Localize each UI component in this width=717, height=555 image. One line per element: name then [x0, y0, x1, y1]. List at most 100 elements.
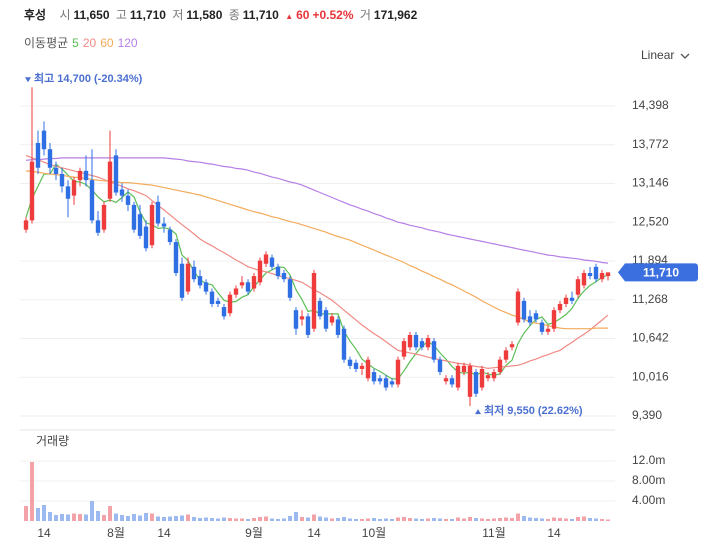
volume-bar: [246, 519, 250, 521]
candle-body: [407, 334, 413, 348]
volume-bar: [468, 517, 472, 521]
x-tick-label: 11월: [482, 526, 506, 540]
candle-body: [521, 300, 527, 320]
label: 거: [359, 8, 371, 22]
min-annotation: 최저 9,550 (22.62%): [484, 403, 583, 417]
volume-bar: [216, 518, 220, 521]
volume-bar: [354, 519, 358, 521]
candle-body: [197, 276, 203, 286]
candle-body: [353, 362, 359, 369]
volume-bar: [162, 517, 166, 521]
candle-body: [119, 189, 125, 196]
legend-entry[interactable]: 120: [117, 36, 138, 50]
volume-bar: [66, 514, 70, 521]
candle-body: [527, 316, 533, 323]
volume-bar: [156, 516, 160, 521]
candle-body: [95, 220, 101, 233]
y-tick-label: 12,520: [632, 214, 669, 228]
candle-body: [317, 300, 323, 317]
legend-entry[interactable]: 20: [82, 36, 97, 50]
volume-bar: [24, 506, 28, 521]
volume-bar: [288, 516, 292, 521]
y-tick-label: 10,642: [632, 331, 669, 345]
max-marker: [25, 77, 31, 83]
label: 고: [115, 8, 127, 22]
volume-bar: [390, 519, 394, 521]
candle-body: [227, 294, 233, 314]
volume-bar: [324, 517, 328, 521]
legend: 이동평균 5 20 60 120: [24, 34, 142, 51]
volume-bar: [192, 517, 196, 521]
stock-name: 후성: [24, 8, 47, 22]
candle-body: [251, 276, 257, 289]
volume-bar: [480, 518, 484, 521]
candle-body: [455, 365, 461, 388]
volume-bar: [72, 513, 76, 521]
volume-bar: [552, 517, 556, 521]
x-tick-label: 10월: [362, 526, 386, 540]
volume-bar: [258, 517, 262, 521]
x-tick-label: 14: [547, 526, 561, 540]
candle-body: [341, 328, 347, 360]
candle-body: [149, 204, 155, 246]
volume-bar: [504, 517, 508, 521]
candle-body: [113, 155, 119, 193]
label: 시: [59, 8, 71, 22]
volume-bar: [606, 519, 610, 521]
candle-body: [155, 201, 161, 224]
candle-body: [185, 263, 191, 292]
volume-bar: [204, 517, 208, 521]
volume-bar: [318, 516, 322, 521]
volume-bar: [180, 515, 184, 521]
candle-body: [257, 260, 263, 283]
x-tick-label: 9월: [245, 526, 263, 540]
candle-body: [461, 365, 467, 373]
volume-bar: [138, 515, 142, 521]
candle-body: [569, 297, 575, 301]
volume-bar: [498, 518, 502, 521]
legend-entry[interactable]: 60: [100, 36, 114, 50]
volume-bar: [126, 516, 130, 521]
volume-bar: [360, 519, 364, 521]
volume-bar: [438, 518, 442, 521]
volume-bar: [594, 518, 598, 521]
volume-bar: [510, 518, 514, 521]
volume-bar: [528, 517, 532, 521]
candle-body: [581, 273, 587, 286]
candle-body: [563, 297, 569, 304]
candle-body: [215, 300, 221, 304]
volume-bar: [414, 518, 418, 521]
moving-average-line: [25, 157, 609, 264]
candle-body: [209, 291, 215, 304]
candle-body: [101, 204, 107, 230]
volume-bar: [114, 513, 118, 521]
y-tick-label: 13,146: [632, 176, 669, 190]
y-tick-label: 13,772: [632, 137, 669, 151]
volume-tick-label: 12.0m: [632, 453, 665, 467]
candle-body: [515, 291, 521, 323]
volume-bar: [132, 514, 136, 521]
moving-average-line: [25, 163, 609, 380]
candle-body: [413, 334, 419, 348]
candle-body: [305, 316, 311, 335]
volume-bar: [30, 462, 34, 521]
scale-selector[interactable]: Linear: [641, 48, 674, 62]
candle-body: [485, 375, 491, 379]
candle-body: [263, 254, 269, 264]
candle-body: [167, 229, 173, 243]
dropdown-icon[interactable]: [680, 53, 690, 59]
candle-body: [371, 372, 377, 382]
volume-bar: [336, 518, 340, 521]
candle-body: [539, 322, 545, 332]
candle-body: [437, 359, 443, 373]
volume-bar: [486, 519, 490, 521]
candle-body: [269, 257, 275, 267]
volume-bar: [42, 505, 46, 521]
volume-bar: [234, 518, 238, 521]
x-tick-label: 14: [307, 526, 321, 540]
legend-entry[interactable]: 5: [72, 36, 79, 50]
candle-body: [233, 288, 239, 295]
volume-bar: [60, 514, 64, 521]
candle-body: [239, 282, 245, 286]
